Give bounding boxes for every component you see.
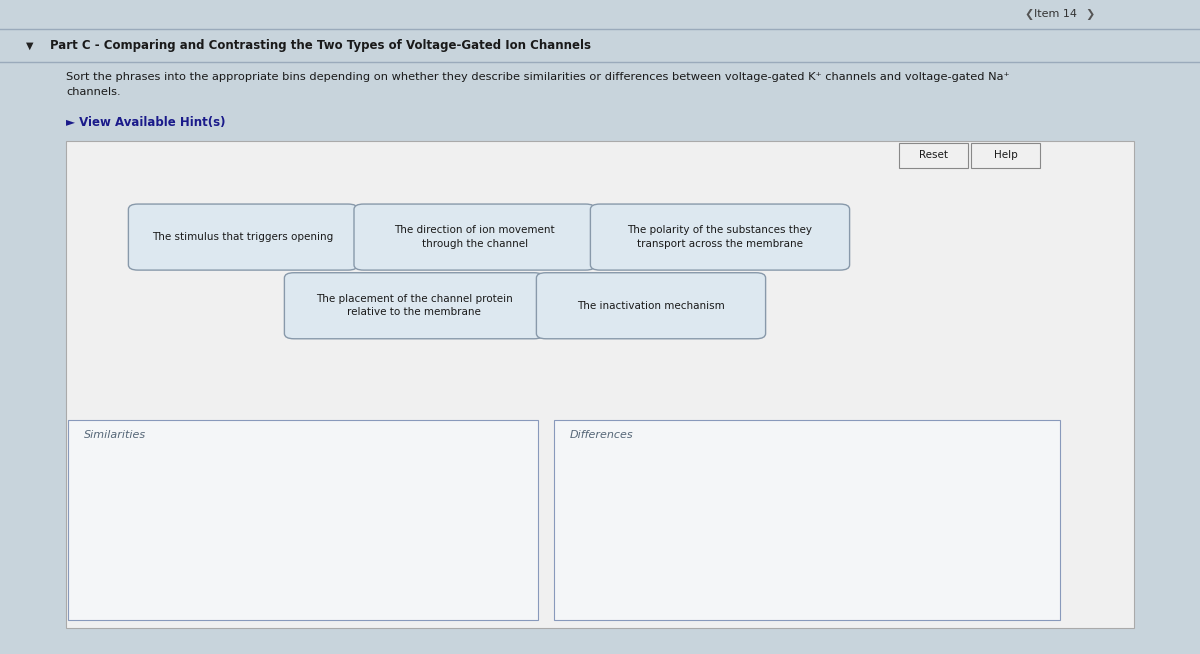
FancyBboxPatch shape	[554, 420, 1060, 620]
FancyBboxPatch shape	[0, 29, 1200, 62]
Text: The placement of the channel protein
relative to the membrane: The placement of the channel protein rel…	[316, 294, 512, 317]
Text: ❮: ❮	[1025, 9, 1034, 20]
Text: Differences: Differences	[570, 430, 634, 439]
FancyBboxPatch shape	[0, 0, 1200, 29]
FancyBboxPatch shape	[68, 420, 538, 620]
FancyBboxPatch shape	[536, 273, 766, 339]
Text: The direction of ion movement
through the channel: The direction of ion movement through th…	[395, 226, 554, 249]
Text: Item 14: Item 14	[1034, 9, 1078, 20]
FancyBboxPatch shape	[590, 204, 850, 270]
FancyBboxPatch shape	[128, 204, 358, 270]
FancyBboxPatch shape	[354, 204, 595, 270]
FancyBboxPatch shape	[971, 143, 1040, 168]
FancyBboxPatch shape	[0, 62, 1200, 654]
FancyBboxPatch shape	[284, 273, 544, 339]
Text: The stimulus that triggers opening: The stimulus that triggers opening	[152, 232, 334, 242]
FancyBboxPatch shape	[66, 141, 1134, 628]
Text: The polarity of the substances they
transport across the membrane: The polarity of the substances they tran…	[628, 226, 812, 249]
Text: Sort the phrases into the appropriate bins depending on whether they describe si: Sort the phrases into the appropriate bi…	[66, 72, 1009, 97]
Text: Similarities: Similarities	[84, 430, 146, 439]
Text: ► View Available Hint(s): ► View Available Hint(s)	[66, 116, 226, 129]
Text: The inactivation mechanism: The inactivation mechanism	[577, 301, 725, 311]
Text: Help: Help	[994, 150, 1018, 160]
Text: Part C - Comparing and Contrasting the Two Types of Voltage-Gated Ion Channels: Part C - Comparing and Contrasting the T…	[50, 39, 592, 52]
FancyBboxPatch shape	[899, 143, 968, 168]
Text: ❯: ❯	[1085, 9, 1094, 20]
Text: Reset: Reset	[919, 150, 948, 160]
Text: ▼: ▼	[26, 41, 34, 51]
